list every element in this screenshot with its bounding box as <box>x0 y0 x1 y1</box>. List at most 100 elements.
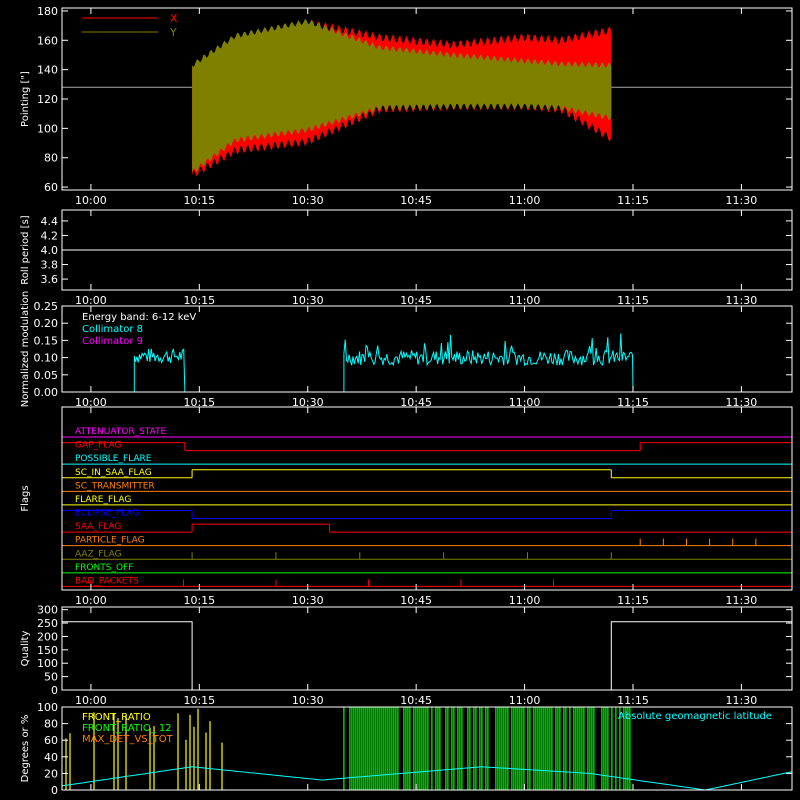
legend-label: Y <box>169 26 177 39</box>
x-tick-label: 11:30 <box>726 396 758 409</box>
x-tick-label: 11:15 <box>617 396 649 409</box>
flag-label: AAZ_FLAG <box>75 549 122 559</box>
flag-label: SC_TRANSMITTER <box>75 481 155 491</box>
y-tick-label: 60 <box>44 181 58 194</box>
x-tick-label: 11:15 <box>617 694 649 707</box>
legend-label: FRONT_RATIO_ 12 <box>82 723 172 734</box>
x-tick-label: 10:45 <box>400 694 432 707</box>
y-tick-label: 0.00 <box>34 386 59 399</box>
x-tick-label: 10:15 <box>183 294 215 307</box>
x-tick-label: 11:15 <box>617 594 649 607</box>
x-tick-label: 11:30 <box>726 594 758 607</box>
y-tick-label: 20 <box>44 767 58 780</box>
flag-label: ECLIPSE_FLAG <box>75 509 139 519</box>
y-tick-label: 0.10 <box>34 352 59 365</box>
y-tick-label: 3.8 <box>41 259 59 272</box>
y-tick-label: 4.2 <box>41 229 59 242</box>
x-tick-label: 10:15 <box>183 194 215 207</box>
y-tick-label: 0.15 <box>34 334 59 347</box>
y-axis-label: Pointing ["] <box>20 71 31 127</box>
y-tick-label: 3.6 <box>41 273 59 286</box>
x-tick-label: 10:00 <box>75 594 107 607</box>
x-tick-label: 10:45 <box>400 396 432 409</box>
x-tick-label: 10:30 <box>292 396 324 409</box>
y-tick-label: 60 <box>44 734 58 747</box>
panel-frame <box>61 406 793 591</box>
x-tick-label: 11:00 <box>509 594 541 607</box>
y-tick-label: 250 <box>37 617 58 630</box>
collimator-8-line <box>343 333 634 393</box>
y-tick-label: 0.05 <box>34 369 59 382</box>
y-tick-label: 0 <box>51 684 58 697</box>
x-tick-label: 10:00 <box>75 396 107 409</box>
flag-label: GAP_FLAG <box>75 441 121 451</box>
y-axis-label: Degrees or % <box>20 715 31 783</box>
y-tick-label: 4.4 <box>41 215 59 228</box>
y-tick-label: 4.0 <box>41 244 59 257</box>
x-tick-label: 10:00 <box>75 194 107 207</box>
flag-label: BAD_PACKETS <box>75 576 139 586</box>
legend-label: Energy band: 6-12 keV <box>82 312 196 323</box>
x-tick-label: 11:00 <box>509 694 541 707</box>
x-tick-label: 10:30 <box>292 194 324 207</box>
y-tick-label: 0.20 <box>34 317 59 330</box>
x-tick-label: 10:00 <box>75 294 107 307</box>
flag-label: SAA_FLAG <box>75 522 121 532</box>
x-tick-label: 10:30 <box>292 594 324 607</box>
y-tick-label: 80 <box>44 718 58 731</box>
series-band-y <box>192 18 612 173</box>
y-tick-label: 50 <box>44 671 58 684</box>
y-tick-label: 150 <box>37 644 58 657</box>
panel-frame <box>61 706 793 791</box>
y-tick-label: 80 <box>44 152 58 165</box>
legend-label: X <box>170 12 178 25</box>
x-tick-label: 10:30 <box>292 294 324 307</box>
x-tick-label: 10:15 <box>183 594 215 607</box>
y-tick-label: 140 <box>37 64 58 77</box>
x-tick-label: 10:45 <box>400 194 432 207</box>
x-tick-label: 11:00 <box>509 294 541 307</box>
flag-label: FRONTS_OFF <box>75 563 133 573</box>
y-tick-label: 120 <box>37 93 58 106</box>
geomagnetic-latitude-line <box>61 766 793 791</box>
y-tick-label: 100 <box>37 122 58 135</box>
flag-label: POSSIBLE_FLARE <box>75 454 152 464</box>
annotation-label: Absolute geomagnetic latitude <box>618 711 772 722</box>
x-tick-label: 11:00 <box>509 194 541 207</box>
y-tick-label: 100 <box>37 657 58 670</box>
y-tick-label: 0 <box>51 784 58 797</box>
panel-frame <box>61 305 793 393</box>
y-tick-label: 40 <box>44 751 58 764</box>
flag-label: SC_IN_SAA_FLAG <box>75 468 152 478</box>
legend-label: Collimator 9 <box>82 336 143 347</box>
x-tick-label: 10:30 <box>292 694 324 707</box>
panel-frame <box>61 606 793 691</box>
x-tick-label: 11:30 <box>726 194 758 207</box>
x-tick-label: 11:30 <box>726 294 758 307</box>
y-axis-label: Normalized modulation <box>20 291 31 408</box>
y-tick-label: 300 <box>37 604 58 617</box>
y-tick-label: 100 <box>37 701 58 714</box>
y-tick-label: 180 <box>37 5 58 18</box>
flag-label: PARTICLE_FLAG <box>75 536 145 546</box>
x-tick-label: 10:45 <box>400 294 432 307</box>
x-tick-label: 10:45 <box>400 594 432 607</box>
x-tick-label: 11:30 <box>726 694 758 707</box>
flag-label: FLARE_FLAG <box>75 495 131 505</box>
legend-label: Collimator 8 <box>82 324 143 335</box>
y-axis-label: Roll period [s] <box>20 215 31 284</box>
y-tick-label: 160 <box>37 34 58 47</box>
x-tick-label: 11:15 <box>617 194 649 207</box>
quality-line <box>62 621 792 691</box>
legend-label: MAX_DET_VS_TOT <box>82 734 174 745</box>
flag-label: ATTENUATOR_STATE <box>75 427 167 437</box>
y-tick-label: 200 <box>37 630 58 643</box>
x-tick-label: 10:15 <box>183 694 215 707</box>
x-tick-label: 10:15 <box>183 396 215 409</box>
x-tick-label: 10:00 <box>75 694 107 707</box>
collimator-8-line <box>133 348 186 393</box>
y-axis-label: Flags <box>20 485 31 511</box>
y-tick-label: 0.25 <box>34 300 59 313</box>
legend-label: FRONT_RATIO <box>82 712 151 723</box>
